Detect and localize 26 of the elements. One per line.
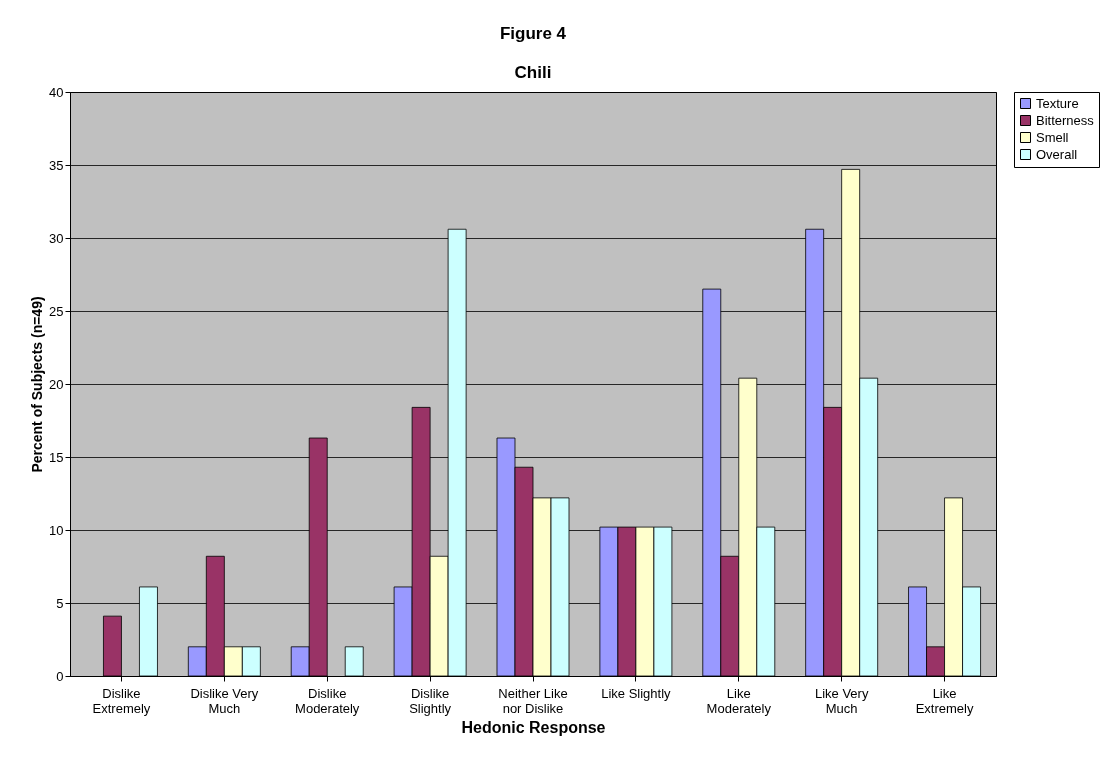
legend-label: Smell — [1036, 129, 1069, 145]
x-tick-label: Like Slightly — [601, 685, 672, 701]
y-tick-label: 25 — [49, 303, 64, 319]
y-tick-label: 30 — [49, 230, 64, 246]
y-tick-label: 35 — [49, 157, 64, 173]
legend-label: Bitterness — [1036, 112, 1095, 128]
y-tick-label: 0 — [56, 668, 64, 684]
x-tick-label: Dislike Extremely — [92, 685, 151, 716]
x-tick-label: Like Very Much — [814, 685, 869, 716]
x-tick-label: Like Extremely — [915, 685, 974, 716]
y-tick-label: 15 — [49, 449, 64, 465]
y-tick-label: 10 — [49, 522, 64, 538]
x-tick-label: Dislike Slightly — [409, 685, 452, 716]
y-tick-label: 20 — [49, 376, 64, 392]
x-tick-label: Dislike Moderately — [295, 685, 360, 716]
legend-label: Overall — [1036, 146, 1078, 162]
x-tick-label: Dislike Very Much — [190, 685, 259, 716]
y-tick-label: 40 — [49, 84, 64, 100]
y-tick-label: 5 — [56, 595, 64, 611]
y-axis-title: Percent of Subjects (n=49) — [29, 296, 46, 473]
legend-label: Texture — [1036, 95, 1079, 111]
x-tick-label: Like Moderately — [706, 685, 772, 716]
x-tick-label: Neither Like nor Dislike — [498, 685, 568, 716]
chart-subtitle: Chili — [514, 63, 552, 82]
x-axis-title: Hedonic Response — [461, 718, 606, 736]
chart-title: Figure 4 — [499, 24, 567, 43]
